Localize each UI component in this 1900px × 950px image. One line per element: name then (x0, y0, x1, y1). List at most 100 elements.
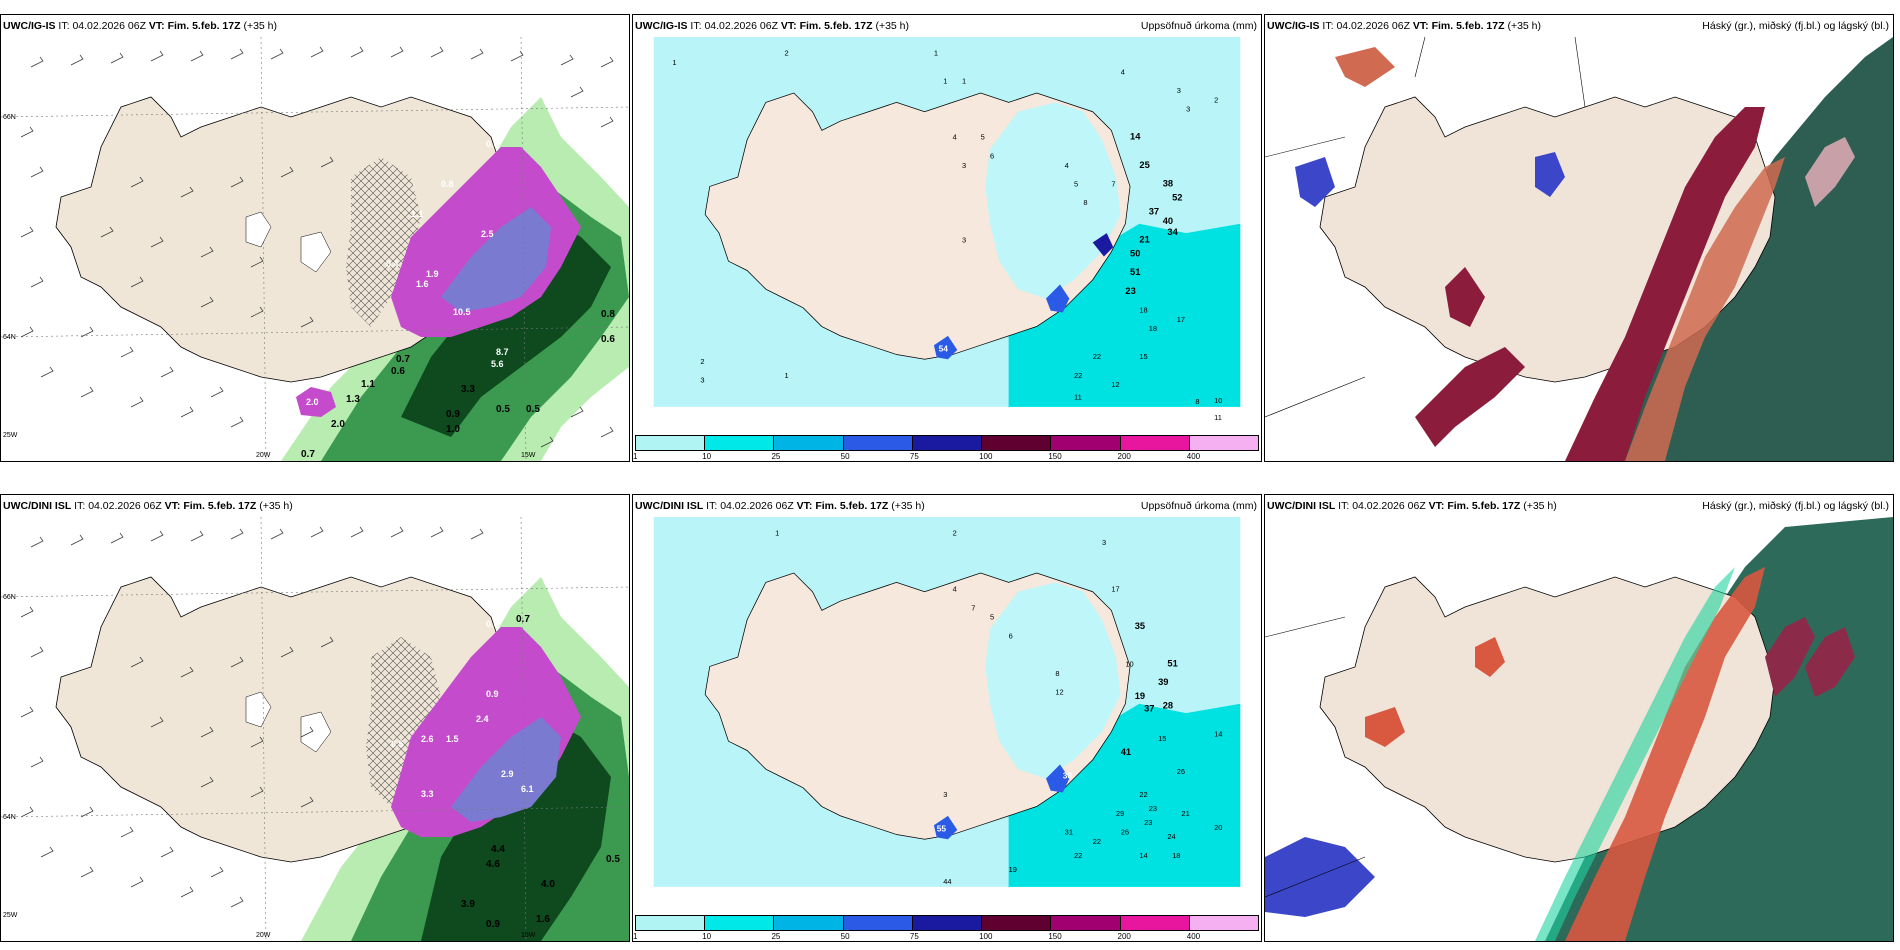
precip-value: 15 (1158, 734, 1166, 743)
precip-value: 6.1 (521, 784, 534, 794)
precip-value: 2.0 (306, 397, 319, 407)
precip-value: 0.5 (526, 404, 540, 415)
it-value: 04.02.2026 06Z (1352, 500, 1426, 512)
precip-value: 0.6 (486, 619, 499, 629)
it-value: 04.02.2026 06Z (720, 500, 794, 512)
precip-value: 1.6 (416, 279, 429, 289)
product-title: Uppsöfnuð úrkoma (mm) (1140, 500, 1257, 512)
panel-header: UWC/IG-IS IT: 04.02.2026 06Z VT: Fim. 5.… (1267, 19, 1889, 35)
colorbar-segment: 1 (633, 915, 705, 941)
precip-value: 24 (1167, 832, 1175, 841)
precip-value: 1 (962, 77, 966, 86)
precip-value: 4.0 (541, 879, 555, 890)
map-clouds (1265, 37, 1893, 461)
precip-value: 0.8 (441, 179, 454, 189)
precip-value: 22 (1139, 790, 1147, 799)
colorbar-tick: 10 (702, 932, 712, 941)
map-accum-precip: 1 2 3 4 7 5 6 8 12 17 35 10 51 39 19 37 … (653, 517, 1241, 887)
precip-value: 11 (1074, 392, 1082, 401)
vt-value: Fim. 5.feb. 17Z (1447, 500, 1521, 512)
panel-header: UWC/DINI ISL IT: 04.02.2026 06Z VT: Fim.… (1267, 499, 1889, 515)
cloud-mid-zone (1565, 567, 1765, 941)
precip-value: 22 (1074, 851, 1082, 860)
precip-value: 2.4 (476, 714, 489, 724)
precip-value: 34 (1167, 227, 1178, 237)
precip-value: 14 (1214, 729, 1222, 738)
precip-value: 1 (934, 49, 938, 58)
precip-value: 6 (1009, 631, 1013, 640)
colorbar-tick: 75 (909, 932, 919, 941)
vt-label: VT: (148, 20, 165, 32)
panel-header: UWC/DINI ISL IT: 04.02.2026 06Z VT: Fim.… (3, 499, 625, 515)
colorbar-tick: 400 (1186, 932, 1201, 941)
panel-header: UWC/IG-IS IT: 04.02.2026 06Z VT: Fim. 5.… (3, 19, 625, 35)
colorbar-tick: 75 (909, 452, 919, 461)
precip-value: 3 (1102, 538, 1106, 547)
colorbar-tick: 200 (1117, 452, 1131, 461)
precip-value: 8.7 (496, 347, 509, 357)
precip-value: 8 (1055, 669, 1059, 678)
precip-value: 50 (1130, 248, 1140, 258)
precip-value: 1.1 (361, 379, 375, 390)
precip-value: 1.1 (411, 209, 424, 219)
model-name: UWC/IG-IS (1267, 20, 1320, 32)
model-name: UWC/DINI ISL (1267, 500, 1336, 512)
precip-value: 52 (1172, 192, 1182, 202)
precip-value: 1 (775, 529, 779, 538)
precip-value: 2.6 (421, 734, 434, 744)
model-name: UWC/DINI ISL (635, 500, 704, 512)
precip-value: 38 (1063, 771, 1073, 781)
map-wind-precip: 0.6 0.7 2.6 1.5 0.5 4.4 4.6 3.9 4.0 0.5 … (1, 517, 629, 941)
lead-time: (+35 h) (259, 500, 293, 512)
precip-spot (1092, 233, 1114, 257)
wind-barbs (20, 526, 484, 908)
lead-time: (+35 h) (1523, 500, 1557, 512)
panel-header: UWC/IG-IS IT: 04.02.2026 06Z VT: Fim. 5.… (635, 19, 1257, 35)
it-label: IT: (690, 20, 702, 32)
precip-value: 3 (1186, 105, 1190, 114)
precip-value: 23 (1144, 818, 1152, 827)
precip-value: 7 (971, 603, 975, 612)
cloud-mid-zone (1625, 157, 1785, 461)
precip-east-zone (985, 582, 1121, 779)
colorbar-tick: 10 (702, 452, 712, 461)
precip-value: 2.9 (501, 769, 514, 779)
precip-value: 21 (1139, 234, 1149, 244)
precip-value: 40 (1163, 216, 1173, 226)
colorbar-segment: 10 (702, 915, 774, 941)
cloud-band (1475, 637, 1505, 677)
precip-value: 0.4 (386, 259, 399, 269)
precip-spot (933, 335, 958, 360)
precip-value: 51 (1130, 267, 1140, 277)
it-label: IT: (58, 20, 70, 32)
precip-value: 4.6 (486, 859, 500, 870)
precip-value: 2 (700, 357, 704, 366)
precip-value: 0.5 (391, 739, 404, 749)
it-label: IT: (706, 500, 718, 512)
precip-value: 12 (1055, 687, 1063, 696)
lon-label: 20W (256, 452, 271, 459)
precip-value: 17 (1177, 315, 1185, 324)
it-label: IT: (1338, 500, 1350, 512)
precip-value: 3 (700, 376, 704, 385)
it-value: 04.02.2026 06Z (1336, 20, 1410, 32)
lon-label: 25W (3, 432, 18, 439)
precip-value: 1 (672, 58, 676, 67)
precip-value: 3 (962, 235, 966, 244)
cloud-band (1535, 152, 1565, 197)
precip-value: 4 (1121, 67, 1125, 76)
cloud-edge-zone (1535, 567, 1735, 941)
precip-value: 1 (784, 371, 788, 380)
colorbar-tick: 1 (633, 452, 638, 461)
it-value: 04.02.2026 06Z (72, 20, 146, 32)
precip-value: 2 (953, 529, 957, 538)
precip-value: 26 (1177, 767, 1185, 776)
colorbar-tick: 200 (1117, 932, 1131, 941)
precip-value: 20 (1214, 823, 1222, 832)
precip-value: 38 (1163, 178, 1173, 188)
cloud-band (1805, 137, 1855, 207)
precip-value: 28 (1163, 700, 1173, 710)
it-value: 04.02.2026 06Z (88, 500, 162, 512)
colorbar-segment: 200 (1118, 435, 1189, 461)
wind-barbs (20, 46, 614, 448)
